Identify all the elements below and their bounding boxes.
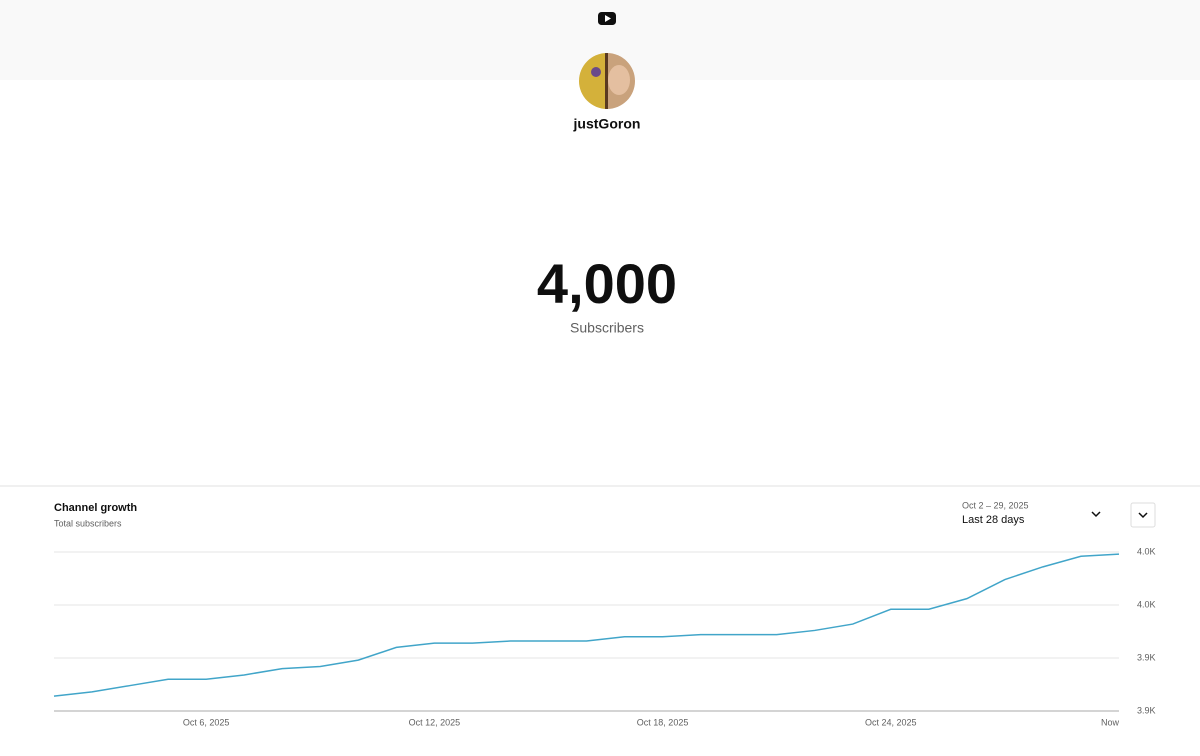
date-range: Oct 2 – 29, 2025 — [962, 500, 1029, 510]
subscriber-label: Subscribers — [570, 320, 644, 336]
x-tick-label: Oct 6, 2025 — [183, 717, 230, 727]
youtube-logo[interactable] — [598, 12, 616, 25]
y-tick-label: 4.0K — [1137, 599, 1156, 609]
chart-subtitle: Total subscribers — [54, 518, 122, 528]
y-tick-label: 3.9K — [1137, 652, 1156, 662]
line — [53, 553, 1120, 697]
date-picker[interactable]: Oct 2 – 29, 2025 Last 28 days — [962, 500, 1101, 526]
x-tick-label: Oct 18, 2025 — [637, 717, 689, 727]
x-tick-label: Oct 12, 2025 — [409, 717, 461, 727]
subscriber-count: 4,000 — [537, 252, 677, 315]
x-tick-label: Now — [1101, 717, 1120, 727]
y-tick-label: 4.0K — [1137, 546, 1156, 556]
expand-button[interactable] — [1130, 502, 1156, 528]
chart-title: Channel growth — [54, 502, 137, 514]
avatar[interactable] — [579, 53, 635, 109]
channel-name: justGoron — [573, 116, 641, 132]
period: Last 28 days — [962, 514, 1025, 526]
chevron — [1091, 511, 1101, 518]
x-tick-label: Oct 24, 2025 — [865, 717, 917, 727]
y-tick-label: 3.9K — [1137, 705, 1156, 715]
